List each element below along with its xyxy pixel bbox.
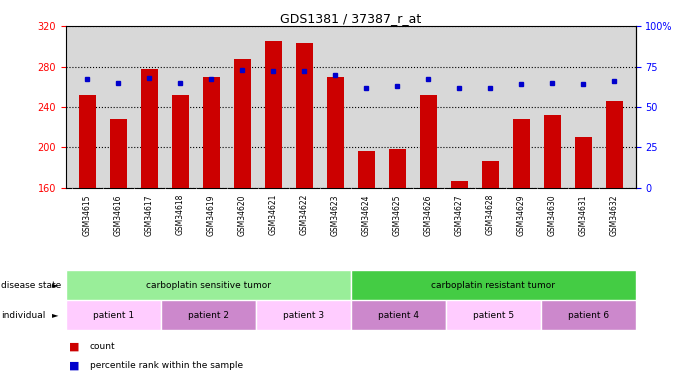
Text: percentile rank within the sample: percentile rank within the sample xyxy=(90,361,243,370)
Bar xyxy=(605,101,623,188)
Text: GSM34629: GSM34629 xyxy=(517,194,526,236)
Text: GSM34619: GSM34619 xyxy=(207,194,216,236)
Text: GSM34630: GSM34630 xyxy=(547,194,556,236)
Title: GDS1381 / 37387_r_at: GDS1381 / 37387_r_at xyxy=(280,12,422,25)
Text: patient 6: patient 6 xyxy=(567,310,609,320)
Text: GSM34625: GSM34625 xyxy=(392,194,401,236)
Text: GSM34626: GSM34626 xyxy=(424,194,433,236)
Text: patient 2: patient 2 xyxy=(188,310,229,320)
Text: patient 1: patient 1 xyxy=(93,310,134,320)
Text: patient 3: patient 3 xyxy=(283,310,324,320)
Bar xyxy=(350,300,446,330)
Text: GSM34620: GSM34620 xyxy=(238,194,247,236)
Bar xyxy=(141,69,158,188)
Bar xyxy=(544,115,560,188)
Text: GSM34618: GSM34618 xyxy=(176,194,184,236)
Bar xyxy=(172,95,189,188)
Bar xyxy=(327,76,343,188)
Bar xyxy=(296,44,313,188)
Bar xyxy=(110,119,127,188)
Text: individual: individual xyxy=(1,310,45,320)
Bar xyxy=(265,41,282,188)
Bar xyxy=(451,182,468,188)
Text: disease state: disease state xyxy=(1,280,61,290)
Bar xyxy=(482,161,499,188)
Bar xyxy=(358,151,375,188)
Text: GSM34631: GSM34631 xyxy=(578,194,587,236)
Text: ■: ■ xyxy=(69,342,79,352)
Bar xyxy=(160,300,256,330)
Text: GSM34615: GSM34615 xyxy=(83,194,92,236)
Bar xyxy=(513,119,529,188)
Bar xyxy=(66,270,350,300)
Text: carboplatin resistant tumor: carboplatin resistant tumor xyxy=(431,280,555,290)
Bar xyxy=(446,300,540,330)
Text: GSM34622: GSM34622 xyxy=(300,194,309,236)
Text: GSM34623: GSM34623 xyxy=(331,194,340,236)
Bar xyxy=(66,300,160,330)
Bar xyxy=(79,95,96,188)
Bar xyxy=(202,76,220,188)
Text: patient 5: patient 5 xyxy=(473,310,514,320)
Text: GSM34632: GSM34632 xyxy=(609,194,618,236)
Bar xyxy=(388,149,406,188)
Bar xyxy=(540,300,636,330)
Bar xyxy=(350,270,636,300)
Text: patient 4: patient 4 xyxy=(378,310,419,320)
Text: ►: ► xyxy=(52,310,59,320)
Bar xyxy=(419,95,437,188)
Text: count: count xyxy=(90,342,115,351)
Text: GSM34616: GSM34616 xyxy=(114,194,123,236)
Text: GSM34628: GSM34628 xyxy=(486,194,495,236)
Bar xyxy=(234,58,251,188)
Text: GSM34621: GSM34621 xyxy=(269,194,278,236)
Bar xyxy=(256,300,350,330)
Text: carboplatin sensitive tumor: carboplatin sensitive tumor xyxy=(146,280,271,290)
Text: GSM34624: GSM34624 xyxy=(361,194,370,236)
Text: ►: ► xyxy=(52,280,59,290)
Bar xyxy=(574,137,591,188)
Text: GSM34627: GSM34627 xyxy=(455,194,464,236)
Text: GSM34617: GSM34617 xyxy=(145,194,154,236)
Text: ■: ■ xyxy=(69,361,79,370)
